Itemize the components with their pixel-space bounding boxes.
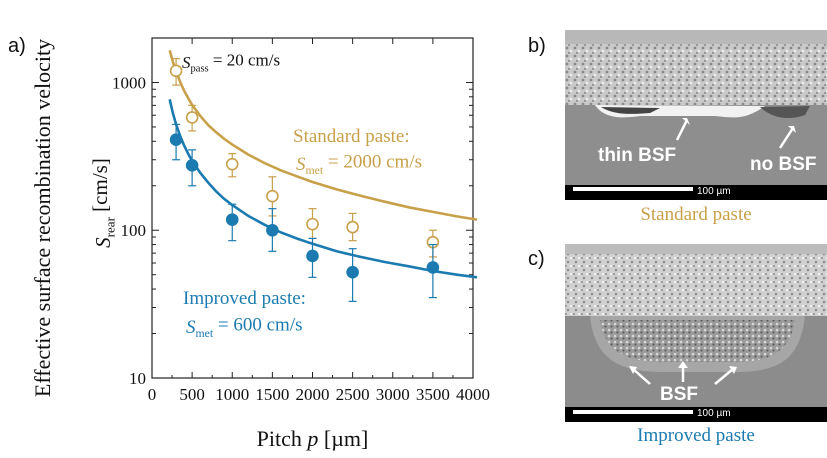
x-tick-label: 0 (148, 385, 157, 404)
scale-bar-line (573, 410, 693, 414)
data-point-standard (185, 111, 199, 124)
annotation-s-pass: Spass = 20 cm/s (182, 51, 280, 75)
x-tick-label: 1000 (215, 385, 249, 404)
data-point-standard (225, 157, 239, 171)
y-tick-label: 1000 (112, 73, 146, 92)
data-point-improved (306, 249, 319, 263)
legend-improved-param: Smet = 600 cm/s (186, 314, 303, 340)
x-tick-label: 500 (179, 385, 205, 404)
panel-label-a: a) (8, 35, 26, 57)
arrows-improved (629, 361, 737, 385)
data-point-improved (185, 159, 199, 172)
data-point-improved (426, 261, 440, 274)
x-tick-label: 3500 (416, 385, 450, 404)
data-point-improved (225, 213, 239, 226)
x-tick-label: 4000 (456, 385, 490, 404)
data-point-improved (346, 265, 359, 279)
scale-bar-label: 100 µm (697, 186, 731, 197)
caption-improved-paste: Improved paste (637, 425, 755, 446)
data-point-standard (306, 217, 319, 231)
panel-label-b: b) (528, 35, 546, 57)
x-tick-label: 2500 (336, 385, 370, 404)
legend-standard-name: Standard paste: (293, 126, 410, 147)
scale-bar-label: 100 µm (697, 408, 731, 419)
x-tick-label: 3000 (376, 385, 410, 404)
scale-bar-line (573, 187, 693, 191)
micrograph-standard-paste: thin BSF no BSF 100 µm (565, 30, 827, 200)
recombination-chart: 0 500 1000 1500 2000 2500 3000 3500 4000 10 100 100… (30, 37, 490, 451)
data-point-improved (169, 133, 183, 146)
legend-standard-param: Smet = 2000 cm/s (296, 151, 422, 177)
fit-curve-standard (168, 49, 478, 221)
fit-curve-improved (168, 99, 478, 279)
data-point-standard (169, 64, 183, 78)
arrows-standard (675, 118, 796, 149)
micrograph-improved-paste: BSF 100 µm (565, 244, 827, 422)
y-axis-label: Effective surface recombination velocity (30, 39, 55, 397)
y-axis-symbol-label: Srear [cm/s] (88, 158, 117, 248)
data-point-standard (266, 189, 279, 203)
x-axis-label: Pitch p [µm] (257, 426, 369, 451)
label-bsf: BSF (660, 384, 698, 405)
data-point-improved (266, 223, 279, 237)
caption-standard-paste: Standard paste (640, 204, 752, 225)
x-tick-label: 1500 (255, 385, 289, 404)
panel-label-c: c) (528, 248, 545, 270)
label-no-bsf: no BSF (750, 154, 817, 175)
y-tick-label: 100 (121, 221, 147, 240)
data-point-standard (346, 220, 359, 234)
chart-svg: 0 500 1000 1500 2000 2500 3000 3500 4000 10 100 100… (30, 37, 490, 451)
label-thin-bsf: thin BSF (598, 145, 677, 166)
y-tick-label: 10 (129, 369, 146, 388)
sem-image-standard (565, 30, 827, 200)
x-tick-label: 2000 (296, 385, 330, 404)
legend-improved-name: Improved paste: (183, 288, 306, 309)
